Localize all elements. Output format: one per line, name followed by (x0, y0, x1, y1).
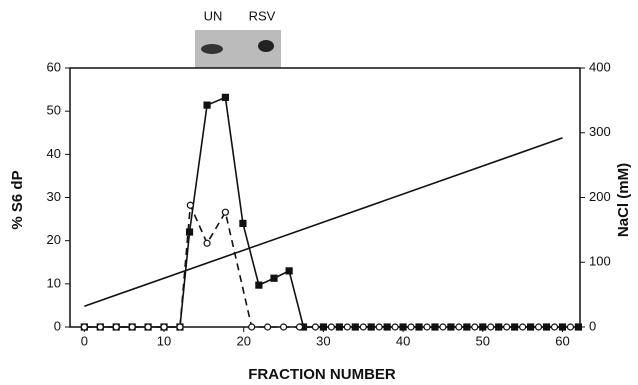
y2-axis-title: NaCl (mM) (615, 163, 632, 237)
marker (81, 324, 87, 330)
marker (97, 324, 103, 330)
marker (536, 324, 542, 330)
x-tick-label: 20 (236, 333, 250, 348)
y2-tick-label: 300 (589, 124, 611, 139)
y-tick-label: 10 (47, 275, 61, 290)
marker (204, 240, 210, 246)
marker (504, 324, 510, 330)
y2-tick-label: 400 (589, 59, 611, 74)
marker (240, 220, 246, 226)
marker (271, 275, 277, 281)
y-tick-label: 20 (47, 232, 61, 247)
marker (392, 324, 398, 330)
marker (575, 324, 581, 330)
marker (286, 268, 292, 274)
x-tick-label: 30 (316, 333, 330, 348)
marker (440, 324, 446, 330)
gel-band (201, 44, 223, 54)
marker (177, 324, 183, 330)
marker (281, 324, 287, 330)
y-tick-label: 40 (47, 146, 61, 161)
marker (145, 324, 151, 330)
y-tick-label: 30 (47, 189, 61, 204)
y-tick-label: 50 (47, 103, 61, 118)
marker (256, 282, 262, 288)
gel-band (258, 40, 274, 52)
y-tick-label: 0 (54, 318, 61, 333)
x-tick-label: 50 (476, 333, 490, 348)
marker (222, 209, 228, 215)
marker (520, 324, 526, 330)
chart: UN RSV FRACTION NUMBER % S6 dP NaCl (mM)… (0, 0, 638, 385)
y2-tick-label: 0 (589, 318, 596, 333)
marker (249, 324, 255, 330)
x-tick-label: 60 (555, 333, 569, 348)
marker (161, 324, 167, 330)
marker (297, 324, 303, 330)
series-line (84, 205, 570, 327)
marker (567, 324, 573, 330)
marker (113, 324, 119, 330)
marker (222, 94, 228, 100)
marker (265, 324, 271, 330)
marker (360, 324, 366, 330)
plot-frame (70, 68, 580, 327)
marker (129, 324, 135, 330)
marker (204, 102, 210, 108)
marker (328, 324, 334, 330)
x-tick-label: 0 (81, 333, 88, 348)
x-tick-label: 10 (157, 333, 171, 348)
gel-label: UN (204, 8, 223, 23)
marker (312, 324, 318, 330)
marker (552, 324, 558, 330)
y2-tick-label: 100 (589, 254, 611, 269)
x-tick-label: 40 (396, 333, 410, 348)
marker (408, 324, 414, 330)
marker (344, 324, 350, 330)
y2-tick-label: 200 (589, 189, 611, 204)
x-axis-title: FRACTION NUMBER (248, 366, 396, 383)
series-line (84, 97, 578, 327)
gel-inset (195, 30, 281, 68)
series-line (84, 138, 562, 306)
marker (456, 324, 462, 330)
y-tick-label: 60 (47, 59, 61, 74)
marker (424, 324, 430, 330)
gel-label: RSV (249, 8, 276, 23)
marker (472, 324, 478, 330)
marker (187, 202, 193, 208)
y-axis-title: % S6 dP (9, 170, 26, 229)
marker (488, 324, 494, 330)
marker (376, 324, 382, 330)
